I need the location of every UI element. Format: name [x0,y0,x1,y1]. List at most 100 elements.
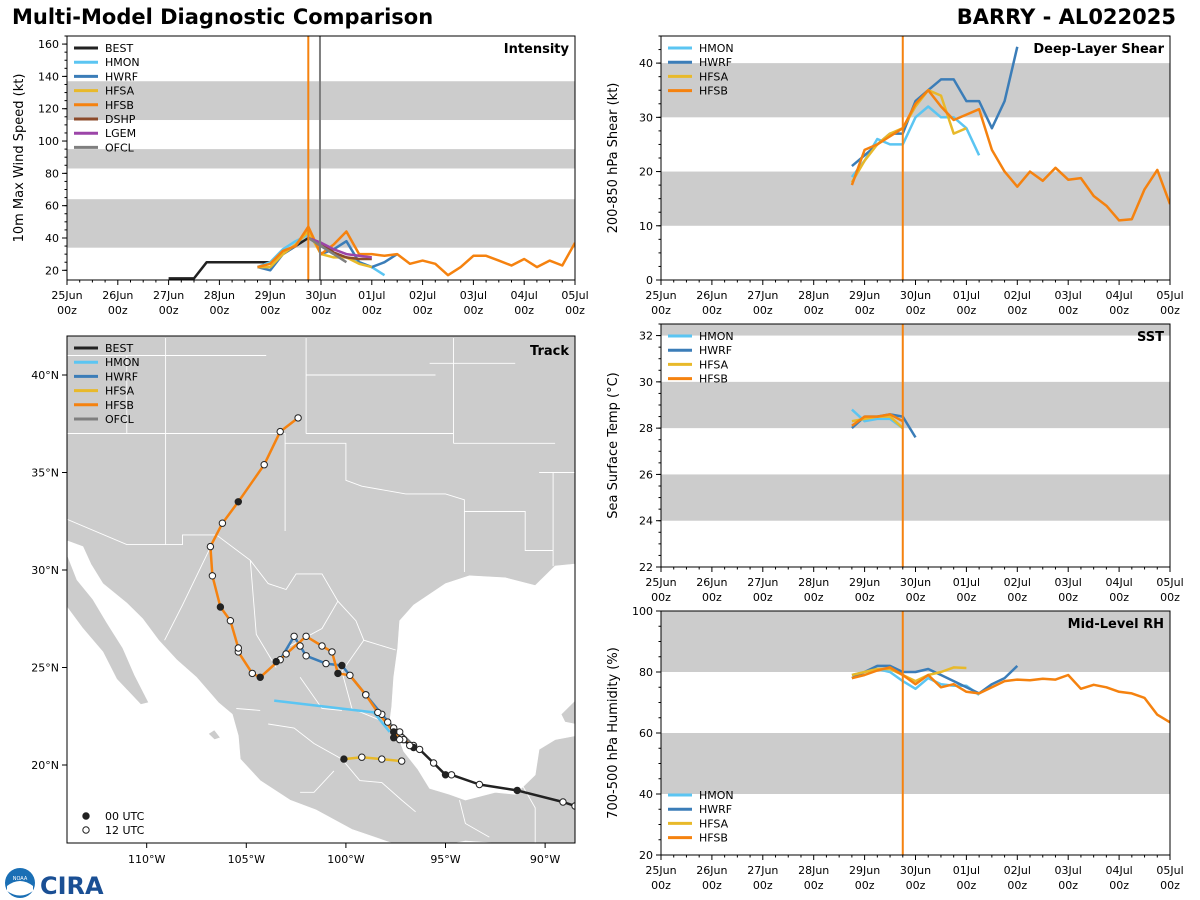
intensity-xtick-label: 27Jun [153,289,184,302]
intensity-xtick-label: 26Jun [102,289,133,302]
intensity-series-hfsb [257,225,575,277]
sst-xtick-label: 01Jul [953,576,980,589]
track-point-hfsb [328,648,336,656]
sst-xtick-label: 30Jun [900,576,931,589]
sst-ylabel: Sea Surface Temp (°C) [606,372,621,519]
intensity-legend-label: HFSA [105,85,135,98]
intensity-band [67,149,575,169]
rh-ylabel: 700-500 hPa Humidity (%) [606,647,621,819]
shear-legend-label: HWRF [699,56,732,69]
rh-ytick-label: 60 [639,727,653,740]
track-point-hfsb [234,644,243,652]
shear-xtick-label: 00z [804,304,824,317]
land-mass [560,700,575,725]
intensity-legend-label: DSHP [105,113,136,126]
sst-xtick-label: 28Jun [798,576,829,589]
intensity-xtick-label: 05Jul [561,289,588,302]
shear-xtick-label: 00z [1160,304,1180,317]
sst-band [661,381,1170,429]
rh-xtick-label: 00z [906,879,926,892]
rh-plot-area [661,611,1170,855]
sst-ytick-label: 26 [639,468,653,481]
track-marker-legend-label: 12 UTC [105,824,145,837]
sst-ytick-label: 24 [639,515,653,528]
sst-ytick-label: 22 [639,561,653,574]
rh-xtick-label: 25Jun [645,864,676,877]
political-border [300,770,335,793]
track-xtick-label: 100°W [327,853,364,866]
shear-xtick-label: 00z [957,304,977,317]
track-ytick-label: 30°N [31,564,59,577]
sst-xtick-label: 00z [702,591,722,604]
shear-xtick-label: 02Jul [1004,289,1031,302]
intensity-xtick-label: 00z [159,304,179,317]
track-point-hfsa [340,755,348,763]
track-legend-label: BEST [105,342,133,355]
intensity-xtick-label: 03Jul [460,289,487,302]
track-point-ofcl [384,718,392,726]
sst-xtick-label: 00z [957,591,977,604]
intensity-legend-label: HMON [105,56,140,69]
sst-xtick-label: 00z [651,591,671,604]
political-border [464,511,554,551]
shear-ytick-label: 10 [639,220,653,233]
track-point-best [415,745,424,754]
shear-series-hfsb [850,88,1170,222]
shear-xtick-label: 01Jul [953,289,980,302]
land-mass [67,554,150,705]
rh-legend-label: HFSA [699,817,729,830]
shear-xtick-label: 04Jul [1105,289,1132,302]
track-ytick-label: 40°N [31,369,59,382]
intensity-xtick-label: 00z [464,304,484,317]
track-point-hfsa [358,753,366,761]
sst-xtick-label: 27Jun [747,576,778,589]
political-border [67,518,396,651]
intensity-ytick-label: 120 [38,103,59,116]
track-map-area [67,336,575,843]
track-panel: 110°W 105°W 100°W 95°W 90°W 20°N 25°N 30°N 35°N 4… [31,335,576,866]
sst-legend-label: HMON [699,330,734,343]
political-border [164,534,217,641]
track-point-best [429,759,438,767]
track-legend-label: HFSA [105,385,135,398]
track-point-best [447,771,456,779]
sst-xtick-label: 00z [1109,591,1129,604]
track-point-best [559,798,567,806]
shear-xtick-label: 27Jun [747,289,778,302]
political-border [236,708,261,711]
track-point-hfsa [398,757,406,765]
intensity-xtick-label: 00z [57,304,77,317]
intensity-legend-label: OFCL [105,141,135,154]
cira-logo: NOAA CIRA [5,868,104,900]
intensity-xtick-label: 29Jun [255,289,286,302]
rh-band [661,733,1170,794]
sst-xtick-label: 00z [753,591,773,604]
land-mass [207,729,221,740]
sst-plot-area [661,324,1170,567]
rh-xtick-label: 00z [1160,879,1180,892]
track-legend-label: HFSB [105,399,134,412]
track-point-hfsb [282,650,290,658]
track-point-best [390,734,398,742]
page-title: Multi-Model Diagnostic Comparison [12,5,434,29]
shear-xtick-label: 05Jul [1156,289,1183,302]
rh-xtick-label: 26Jun [696,864,727,877]
shear-ytick-label: 0 [646,274,653,287]
track-point-hfsb [218,519,227,527]
rh-xtick-label: 29Jun [849,864,880,877]
shear-legend-label: HFSB [699,85,728,98]
political-border [341,639,380,721]
rh-xtick-label: 30Jun [900,864,931,877]
political-border [165,433,286,531]
intensity-ytick-label: 100 [38,135,59,148]
shear-legend-label: HMON [699,42,734,55]
rh-ytick-label: 40 [639,788,653,801]
shear-ytick-label: 40 [639,57,653,70]
rh-ytick-label: 80 [639,666,653,679]
track-point-hfsb [256,673,264,681]
track-point-hfsb [206,542,215,551]
track-point-hwrf [296,642,304,650]
intensity-panel: 25Jun 00z 26Jun 00z 27Jun 00z 28Jun 00z 29Jun 00z… [12,35,589,317]
track-point-hfsb [318,642,326,650]
intensity-series-ofcl [307,236,348,264]
